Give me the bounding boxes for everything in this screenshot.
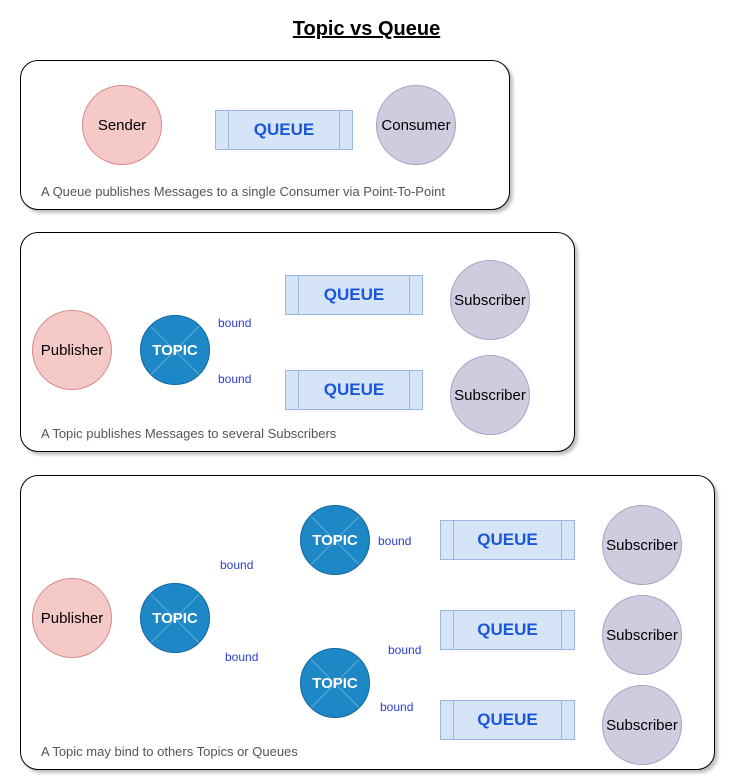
topic-node-topic3: TOPIC xyxy=(140,583,210,653)
queue-label: QUEUE xyxy=(477,620,537,640)
topic-node-topic3a: TOPIC xyxy=(300,505,370,575)
actor-node-publisher2: Publisher xyxy=(32,310,112,390)
node-label: TOPIC xyxy=(152,342,198,359)
edge-label-bound: bound xyxy=(218,316,251,330)
actor-node-sender1: Sender xyxy=(82,85,162,165)
queue-label: QUEUE xyxy=(254,120,314,140)
node-label: Consumer xyxy=(381,117,450,134)
panel-caption: A Queue publishes Messages to a single C… xyxy=(41,184,445,199)
node-label: Subscriber xyxy=(606,717,678,734)
queue-node-queue1: QUEUE xyxy=(215,110,353,150)
edge-label-bound: bound xyxy=(380,700,413,714)
queue-label: QUEUE xyxy=(324,285,384,305)
actor-node-sub3c: Subscriber xyxy=(602,685,682,765)
node-label: Sender xyxy=(98,117,146,134)
node-label: Publisher xyxy=(41,610,104,627)
queue-label: QUEUE xyxy=(477,710,537,730)
actor-node-sub2b: Subscriber xyxy=(450,355,530,435)
panel-caption: A Topic publishes Messages to several Su… xyxy=(41,426,336,441)
node-label: Subscriber xyxy=(606,537,678,554)
queue-node-queue3a: QUEUE xyxy=(440,520,575,560)
actor-node-sub3b: Subscriber xyxy=(602,595,682,675)
topic-node-topic2: TOPIC xyxy=(140,315,210,385)
edge-label-bound: bound xyxy=(220,558,253,572)
node-label: TOPIC xyxy=(152,610,198,627)
queue-node-queue2a: QUEUE xyxy=(285,275,423,315)
edge-label-bound: bound xyxy=(218,372,251,386)
topic-node-topic3b: TOPIC xyxy=(300,648,370,718)
actor-node-consumer1: Consumer xyxy=(376,85,456,165)
node-label: TOPIC xyxy=(312,675,358,692)
actor-node-sub3a: Subscriber xyxy=(602,505,682,585)
actor-node-publisher3: Publisher xyxy=(32,578,112,658)
node-label: Publisher xyxy=(41,342,104,359)
edge-label-bound: bound xyxy=(225,650,258,664)
actor-node-sub2a: Subscriber xyxy=(450,260,530,340)
panel-caption: A Topic may bind to others Topics or Que… xyxy=(41,744,298,759)
node-label: Subscriber xyxy=(606,627,678,644)
node-label: TOPIC xyxy=(312,532,358,549)
edge-label-bound: bound xyxy=(378,534,411,548)
node-label: Subscriber xyxy=(454,292,526,309)
queue-node-queue2b: QUEUE xyxy=(285,370,423,410)
queue-label: QUEUE xyxy=(324,380,384,400)
node-label: Subscriber xyxy=(454,387,526,404)
queue-label: QUEUE xyxy=(477,530,537,550)
queue-node-queue3c: QUEUE xyxy=(440,700,575,740)
edge-label-bound: bound xyxy=(388,643,421,657)
queue-node-queue3b: QUEUE xyxy=(440,610,575,650)
diagram-title: Topic vs Queue xyxy=(0,18,733,41)
